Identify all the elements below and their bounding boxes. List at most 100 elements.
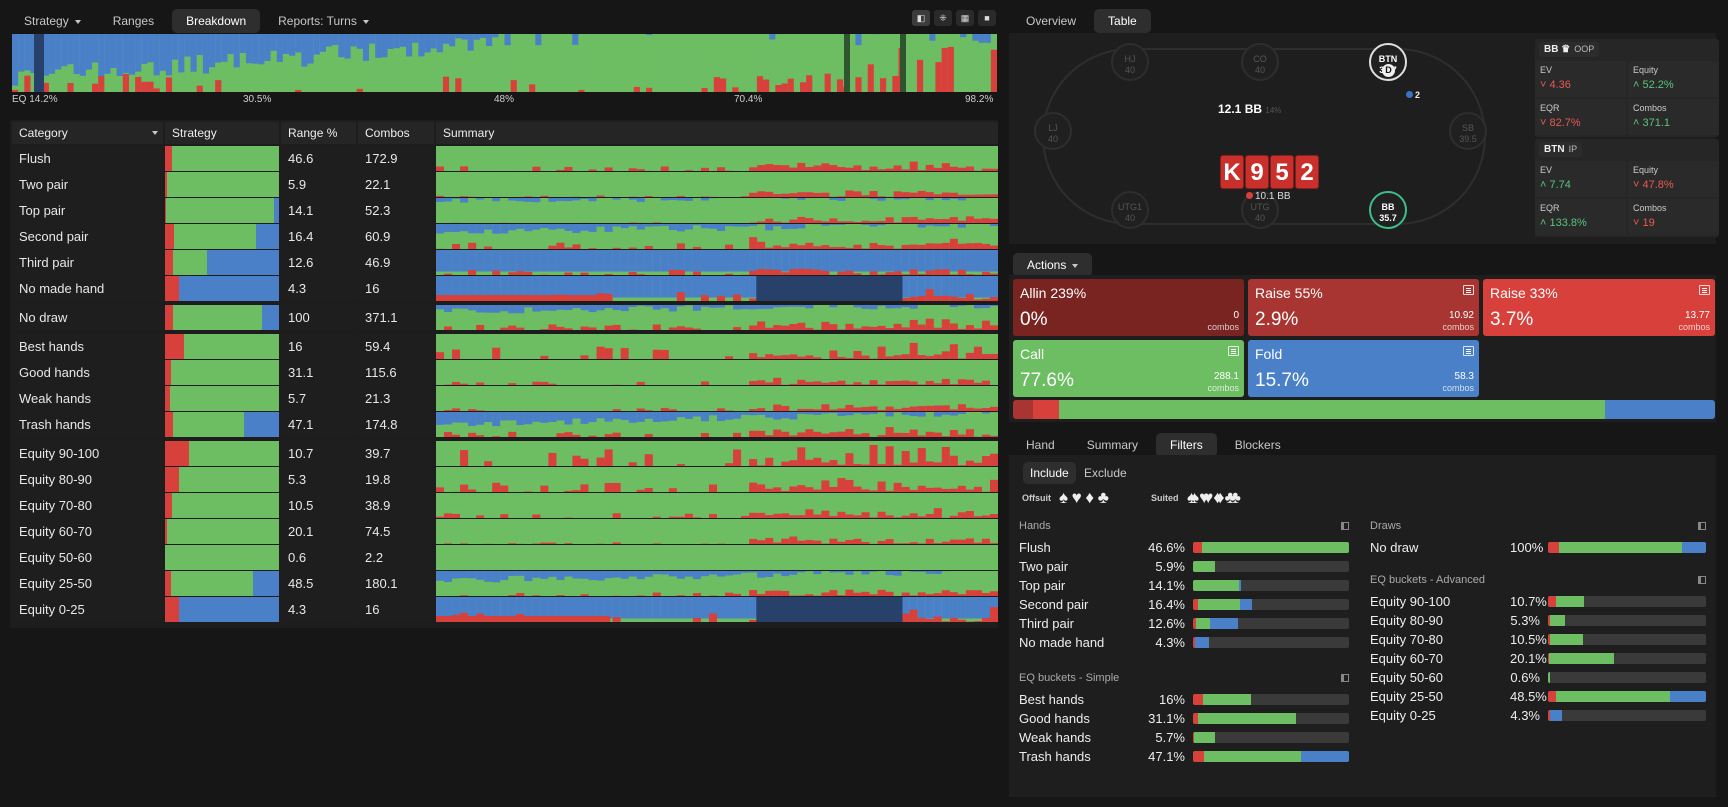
tab-strategy[interactable]: Strategy (10, 9, 95, 33)
tab-blockers[interactable]: Blockers (1221, 433, 1295, 457)
collapse-icon[interactable] (1341, 674, 1349, 682)
notes-icon[interactable] (1228, 346, 1239, 356)
filter-row[interactable]: Second pair 16.4% (1019, 595, 1349, 614)
heart-icon[interactable]: ♥ (1071, 488, 1082, 507)
action-raise-33-[interactable]: Raise 33% 3.7% 13.77 combos (1483, 279, 1715, 336)
summary-bar (765, 457, 774, 466)
seat-co[interactable]: CO 40 (1241, 43, 1279, 81)
filter-row[interactable]: Equity 60-70 20.1% (1370, 649, 1706, 668)
summary-bar (604, 483, 614, 492)
table-row[interactable]: Equity 25-50 48.5 180.1 (10, 571, 998, 597)
table-row[interactable]: Equity 70-80 10.5 38.9 (10, 493, 998, 519)
summary-bar (989, 545, 998, 570)
summary-bar (444, 224, 453, 232)
table-row[interactable]: No draw 100 371.1 (10, 305, 998, 331)
collapse-icon[interactable] (1698, 576, 1706, 584)
heart-pair-icon[interactable]: ♥♥ (1199, 488, 1213, 507)
filter-row[interactable]: No draw 100% (1370, 538, 1706, 557)
filter-row[interactable]: Equity 80-90 5.3% (1370, 611, 1706, 630)
actions-dropdown[interactable]: Actions (1013, 253, 1093, 277)
table-row[interactable]: Equity 90-100 10.7 39.7 (10, 441, 998, 467)
notes-icon[interactable] (1463, 285, 1474, 295)
include-toggle[interactable]: Include (1023, 462, 1076, 484)
filter-row[interactable]: Equity 50-60 0.6% (1370, 668, 1706, 687)
diamond-pair-icon[interactable]: ♦♦ (1213, 488, 1225, 507)
filter-row[interactable]: Trash hands 47.1% (1019, 747, 1349, 766)
seat-hj[interactable]: HJ 40 (1111, 43, 1149, 81)
filter-row[interactable]: Equity 70-80 10.5% (1370, 630, 1706, 649)
filter-row[interactable]: Two pair 5.9% (1019, 557, 1349, 576)
summary-bar (837, 250, 846, 272)
tab-filters[interactable]: Filters (1156, 433, 1217, 457)
dealer-button: D (1382, 64, 1395, 77)
action-fold[interactable]: Fold 15.7% 58.3 combos (1248, 340, 1479, 397)
column-header-range[interactable]: Range % (281, 122, 356, 144)
column-header-summary[interactable]: Summary (436, 122, 998, 144)
table-row[interactable]: Good hands 31.1 115.6 (10, 360, 998, 386)
summary-bar (733, 571, 742, 575)
filter-row[interactable]: Good hands 31.1% (1019, 709, 1349, 728)
summary-bar (941, 597, 951, 619)
action-raise-55-[interactable]: Raise 55% 2.9% 10.92 combos (1248, 279, 1479, 336)
table-row[interactable]: Equity 50-60 0.6 2.2 (10, 545, 998, 571)
summary-bar (700, 360, 710, 385)
tab-table[interactable]: Table (1094, 9, 1151, 33)
square-icon[interactable]: ■ (978, 10, 996, 26)
table-row[interactable]: Third pair 12.6 46.9 (10, 250, 998, 276)
spade-pair-icon[interactable]: ♠♠ (1187, 488, 1199, 507)
summary-bar (500, 514, 509, 518)
collapse-icon[interactable] (1341, 522, 1349, 530)
table-row[interactable]: Equity 60-70 20.1 74.5 (10, 519, 998, 545)
collapse-icon[interactable] (1698, 522, 1706, 530)
filter-row[interactable]: Equity 0-25 4.3% (1370, 706, 1706, 725)
grid-icon[interactable]: ▦ (956, 10, 974, 26)
diamond-icon[interactable]: ♦ (1085, 488, 1095, 507)
notes-icon[interactable] (1699, 285, 1710, 295)
filter-row[interactable]: Third pair 12.6% (1019, 614, 1349, 633)
pot-size: 12.1 BB 14% (1218, 102, 1281, 116)
tab-breakdown[interactable]: Breakdown (172, 9, 261, 33)
seat-utg1[interactable]: UTG1 40 (1111, 191, 1149, 229)
summary-chart (436, 276, 998, 301)
tab-overview[interactable]: Overview (1012, 9, 1090, 33)
table-row[interactable]: Second pair 16.4 60.9 (10, 224, 998, 250)
cross-icon[interactable]: ⁜ (934, 10, 952, 26)
tab-summary[interactable]: Summary (1073, 433, 1152, 457)
table-row[interactable]: Weak hands 5.7 21.3 (10, 386, 998, 412)
filter-row[interactable]: Equity 90-100 10.7% (1370, 592, 1706, 611)
action-call[interactable]: Call 77.6% 288.1 combos (1013, 340, 1244, 397)
filter-row[interactable]: Weak hands 5.7% (1019, 728, 1349, 747)
table-row[interactable]: Equity 0-25 4.3 16 (10, 597, 998, 623)
tab-ranges[interactable]: Ranges (99, 9, 168, 33)
table-row[interactable]: No made hand 4.3 16 (10, 276, 998, 302)
table-row[interactable]: Trash hands 47.1 174.8 (10, 412, 998, 438)
exclude-toggle[interactable]: Exclude (1077, 462, 1134, 484)
table-row[interactable]: Flush 46.6 172.9 (10, 146, 998, 172)
seat-bb[interactable]: BB 35.7 (1369, 191, 1407, 229)
tab-reports-turns[interactable]: Reports: Turns (264, 9, 383, 33)
summary-bar (869, 519, 879, 544)
table-row[interactable]: Two pair 5.9 22.1 (10, 172, 998, 198)
spade-icon[interactable]: ♠ (1059, 488, 1069, 507)
filter-row[interactable]: Equity 25-50 48.5% (1370, 687, 1706, 706)
club-pair-icon[interactable]: ♣♣ (1224, 488, 1242, 507)
summary-bar (757, 386, 766, 411)
table-row[interactable]: Best hands 16 59.4 (10, 334, 998, 360)
filter-row[interactable]: Top pair 14.1% (1019, 576, 1349, 595)
action-allin-239-[interactable]: Allin 239% 0% 0 combos (1013, 279, 1244, 336)
filter-row[interactable]: No made hand 4.3% (1019, 633, 1349, 652)
table-row[interactable]: Top pair 14.1 52.3 (10, 198, 998, 224)
club-icon[interactable]: ♣ (1097, 488, 1109, 507)
seat-sb[interactable]: SB 39.5 (1449, 112, 1487, 150)
filter-row[interactable]: Flush 46.6% (1019, 538, 1349, 557)
equity-distribution-chart[interactable] (12, 34, 997, 92)
column-header-strategy[interactable]: Strategy (165, 122, 279, 144)
seat-lj[interactable]: LJ 40 (1034, 112, 1072, 150)
filter-row[interactable]: Best hands 16% (1019, 690, 1349, 709)
contrast-icon[interactable]: ◧ (912, 10, 930, 26)
table-row[interactable]: Equity 80-90 5.3 19.8 (10, 467, 998, 493)
tab-hand[interactable]: Hand (1012, 433, 1069, 457)
notes-icon[interactable] (1463, 346, 1474, 356)
column-header-category[interactable]: Category (12, 122, 163, 144)
column-header-combos[interactable]: Combos (358, 122, 434, 144)
